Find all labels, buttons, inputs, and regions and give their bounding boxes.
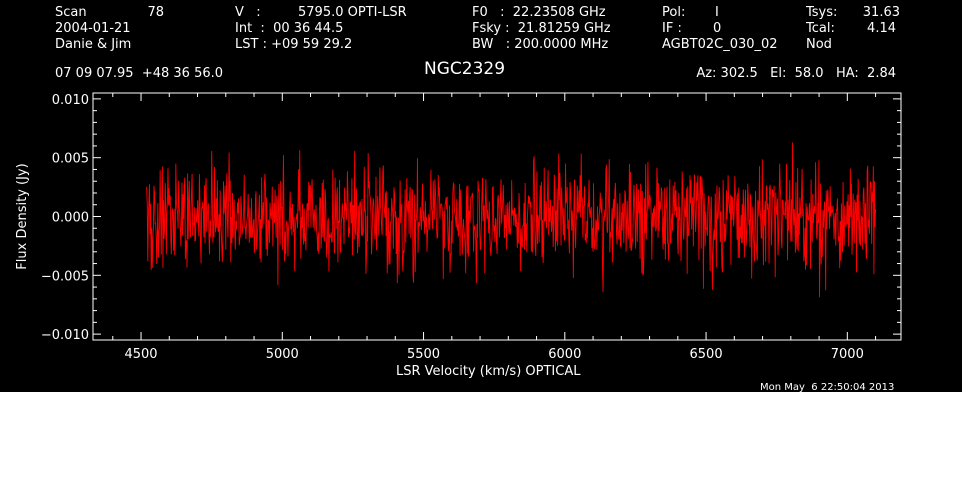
y-tick-label: −0.010 xyxy=(41,328,89,343)
procedure: Nod xyxy=(806,37,832,52)
source-coordinates: 07 09 07.95 +48 36 56.0 xyxy=(55,66,224,81)
velocity-label: V : xyxy=(235,5,261,20)
y-tick-label: −0.005 xyxy=(41,269,89,284)
x-tick-label: 6000 xyxy=(548,347,581,362)
pol-value: I xyxy=(715,5,719,20)
lst: LST : +09 59 29.2 xyxy=(235,37,353,52)
bandwidth: BW : 200.0000 MHz xyxy=(472,37,609,52)
spectrum-trace xyxy=(146,142,877,298)
project-id: AGBT02C_030_02 xyxy=(662,37,778,52)
scan-value: 78 xyxy=(147,5,164,20)
plot-timestamp: Mon May 6 22:50:04 2013 xyxy=(760,382,895,393)
if-label: IF : xyxy=(662,21,682,36)
sky-frequency: Fsky : 21.81259 GHz xyxy=(472,21,611,36)
rest-frequency: F0 : 22.23508 GHz xyxy=(472,5,606,20)
x-tick-label: 6500 xyxy=(690,347,723,362)
velocity-value: 5795.0 OPTI-LSR xyxy=(298,5,407,20)
y-tick-label: 0.005 xyxy=(52,152,89,167)
spectrum-chart: 4500 5000 5500 6000 6500 7000 −0.010 −0.005 0.00… xyxy=(15,92,902,362)
obs-date: 2004-01-21 xyxy=(55,21,131,36)
scan-label: Scan xyxy=(55,5,87,20)
x-axis-label: LSR Velocity (km/s) OPTICAL xyxy=(396,364,581,379)
tsys-value: 31.63 xyxy=(862,5,900,20)
x-tick-label: 4500 xyxy=(124,347,157,362)
x-tick-label: 5000 xyxy=(266,347,299,362)
integration-time: Int : 00 36 44.5 xyxy=(235,21,344,36)
x-tick-label: 7000 xyxy=(831,347,864,362)
y-tick-label: 0.000 xyxy=(52,211,89,226)
tsys-label: Tsys: xyxy=(806,5,838,20)
tcal-label: Tcal: xyxy=(806,21,835,36)
tcal-value: 4.14 xyxy=(867,21,896,36)
if-value: 0 xyxy=(713,21,722,36)
chart-title: NGC2329 xyxy=(424,59,506,79)
x-tick-label: 5500 xyxy=(407,347,440,362)
observers: Danie & Jim xyxy=(55,37,132,52)
az-el-ha: Az: 302.5 El: 58.0 HA: 2.84 xyxy=(696,66,896,81)
plot-canvas: Scan 78 2004-01-21 Danie & Jim V : 5795.… xyxy=(0,0,962,393)
y-tick-label: 0.010 xyxy=(52,93,89,108)
pol-label: Pol: xyxy=(662,5,686,20)
y-axis-label: Flux Density (Jy) xyxy=(15,163,30,269)
